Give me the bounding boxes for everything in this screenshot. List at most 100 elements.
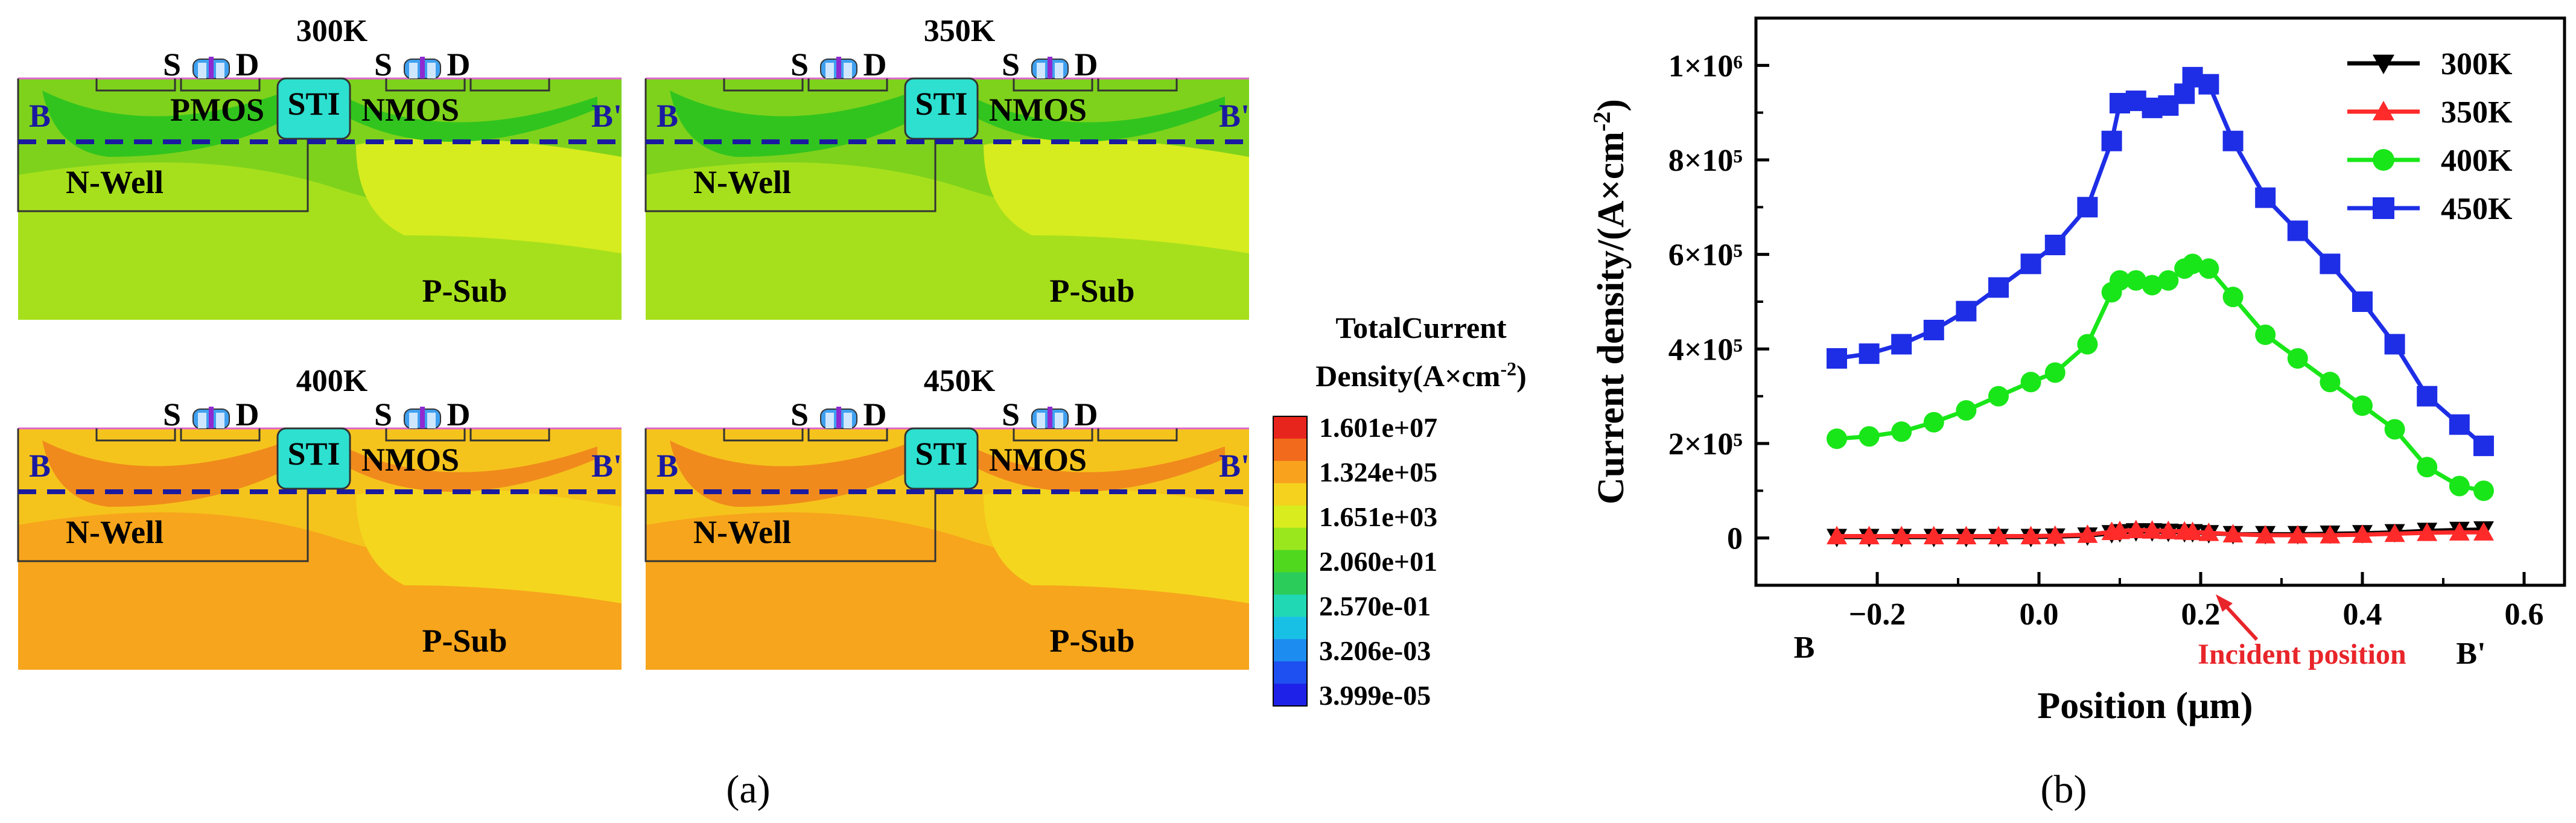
source-label-1: S [163,396,181,433]
gate-spacer-left [825,413,834,428]
data-point [2320,253,2341,275]
gate-stack-1 [404,57,441,79]
data-point [1923,320,1944,340]
x-axis-ticks: −0.2 0.0 0.2 0.4 0.6 [1849,572,2544,632]
nmos-label: NMOS [361,442,459,478]
incident-position-annotation: Incident position [2198,638,2406,670]
cutline-b-label: B [657,448,678,484]
colorbar-swatch [1273,661,1307,685]
colorbar-swatch [1273,550,1307,573]
gate-stack-0 [820,57,857,79]
current-band [18,162,622,320]
cutline-b-label: B [657,98,678,134]
data-point [2320,372,2341,393]
data-point [2417,523,2438,541]
nmos-wells [385,78,550,92]
nmos-label: NMOS [989,442,1087,478]
series-450K [1827,66,2494,456]
data-point [2222,524,2244,542]
data-point [2198,523,2219,541]
data-point [1988,386,2009,407]
sim-title: 300K [296,14,368,48]
pmos-wells [723,78,888,92]
y-tick-label: 1×10⁶ [1668,49,1743,83]
annotation-arrowhead [2216,594,2233,612]
hot-region [670,436,959,507]
legend-entry-350K: 350K [2347,95,2513,130]
x-tick-label: 0.4 [2343,597,2382,632]
colorbar-ticks: 1.601e+07 1.324e+05 1.651e+03 2.060e+01 2.57… [1319,412,1437,711]
gate-stack-1 [1031,407,1069,429]
cutline-b-label: B [29,98,51,134]
sim-title: 400K [296,364,368,398]
sim-body: STI S D S D PMOS NMOS B B' N-Well P-Sub [17,46,622,320]
data-point [2077,524,2098,543]
data-point [2473,435,2494,456]
current-band-light [356,138,622,253]
colorbar-swatch [1273,505,1307,529]
data-point [1956,526,1977,545]
data-point [2449,475,2470,497]
drain-label-1: D [236,396,259,433]
data-point [2384,419,2405,440]
sim-title: 450K [924,364,996,398]
source-label-2: S [374,46,392,83]
line-chart: 0 2×10⁵ 4×10⁵ 6×10⁵ 8×10⁵ 1×10⁶ −0.2 0.0 0.2 0.4… [1588,16,2566,726]
data-point [2158,270,2179,291]
data-point [2255,324,2276,345]
gate-spacer-right [1055,413,1063,428]
data-point [2384,523,2405,542]
hot-region-2 [959,91,1225,142]
data-point [2044,525,2066,544]
gate-electrode [209,407,214,428]
data-point [2373,197,2394,219]
colorbar-swatch [1273,639,1307,663]
series-line [1836,261,2484,493]
gate-spacer-left [825,63,834,78]
gate-spacer-left [198,63,206,78]
y-tick-label: 6×10⁵ [1668,238,1743,273]
gate-spacer-right [844,413,852,428]
data-point [1859,526,1880,545]
panel-a-label: (a) [726,767,770,812]
gate-spacer-right [216,63,224,78]
nmos-wells [385,428,550,442]
legend-entry-300K: 300K [2347,47,2513,81]
sim-title: 350K [924,14,996,48]
data-point [2198,74,2219,95]
colorbar-tick-label: 1.651e+03 [1319,501,1437,532]
nwell-outline [644,78,937,212]
gate-spacer-left [409,63,418,78]
data-point [1891,421,1912,442]
pmos-wells [723,428,888,442]
drain-label-2: D [447,396,471,433]
drain-label-1: D [863,396,887,433]
data-point [2222,287,2244,308]
data-point [1923,412,1944,433]
data-point [2352,395,2373,416]
data-point [2287,524,2308,544]
gate-spacer-left [1037,413,1045,428]
colorbar-swatch [1273,684,1307,707]
data-point [1956,400,1977,421]
colorbar-swatch [1273,438,1307,462]
b-marker-label: B [1794,631,1815,665]
colorbar-title-line2: Density(A×cm-2) [1315,358,1527,393]
data-point [1988,526,2009,545]
sim-map-1: 350K STI S D S D NMOS B B' N-Well P-Sub [644,14,1250,320]
data-point [2020,253,2041,275]
psub-label: P-Sub [422,273,507,309]
data-point [2182,521,2203,541]
y-tick-label: 8×10⁵ [1668,144,1743,178]
colorbar-tick-label: 1.601e+07 [1319,412,1437,443]
colorbar-title-line1: TotalCurrent [1335,311,1507,345]
nwell-label: N-Well [693,164,791,200]
y-tick-label: 2×10⁵ [1668,427,1743,462]
data-point [2222,130,2244,151]
gate-electrode [1048,407,1052,428]
legend-label: 350K [2441,95,2513,130]
gate-electrode [836,407,841,428]
data-point [2158,520,2179,539]
sim-map-3: 450K STI S D S D NMOS B B' N-Well P-Sub [644,364,1250,670]
data-point [1827,428,1847,450]
